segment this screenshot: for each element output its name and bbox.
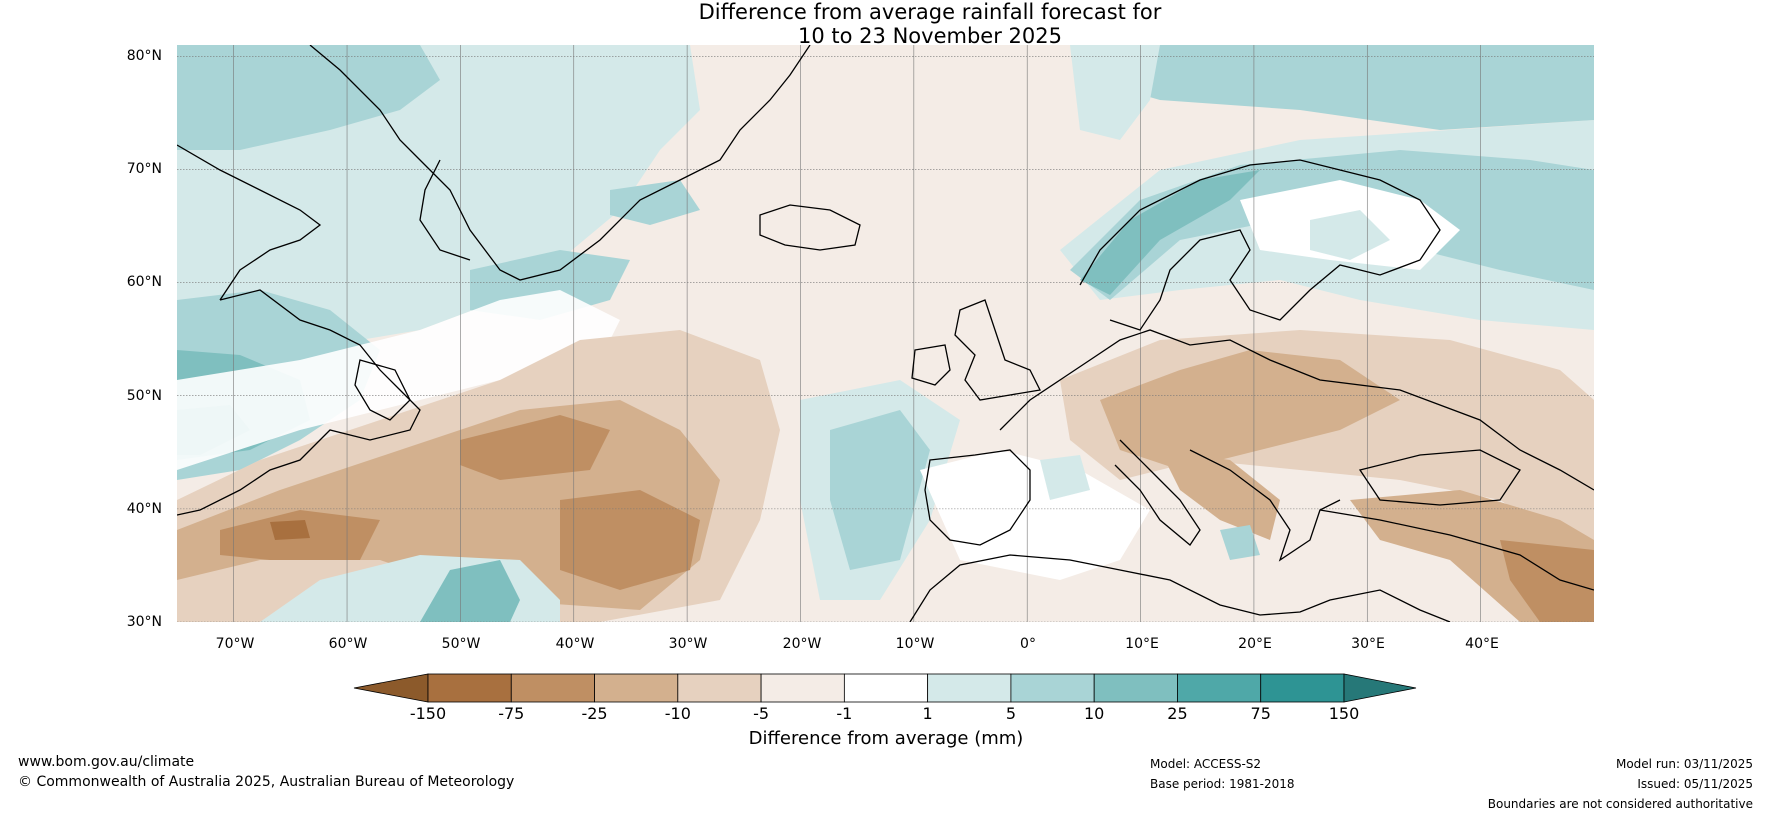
- lon-label-60w: 60°W: [328, 636, 368, 652]
- lat-label-30n: 30°N: [126, 614, 162, 630]
- colorbar-segment: [677, 673, 762, 703]
- wet-region-svalbard-outer: [1070, 45, 1160, 140]
- lon-label-30e: 30°E: [1351, 636, 1385, 652]
- wet-region-svalbard: [1080, 45, 1594, 130]
- normal-band-atlantic: [177, 290, 620, 470]
- lon-label-0: 0°: [1020, 636, 1036, 652]
- colorbar-segment: [843, 673, 929, 703]
- coastline-black-sea: [1358, 449, 1521, 506]
- lon-label-20w: 20°W: [782, 636, 822, 652]
- colorbar-tick-label: -75: [498, 704, 525, 723]
- lon-label-10e: 10°E: [1125, 636, 1159, 652]
- colorbar-segment: [760, 673, 845, 703]
- wet-region-central-med: [1220, 525, 1260, 560]
- coastline-italy: [1114, 439, 1201, 546]
- coastline-greenland: [309, 45, 811, 281]
- colorbar-tick-label: -25: [581, 704, 608, 723]
- footer-issued: Issued: 05/11/2025: [1637, 777, 1753, 791]
- wet-region-norway-core: [1080, 170, 1260, 295]
- coastline-greenland-west: [419, 159, 471, 261]
- coastline-newfoundland: [354, 359, 411, 421]
- coastline-baffin: [177, 144, 322, 301]
- colorbar-segments: [353, 673, 1417, 703]
- colorbar-tick-label: -150: [409, 704, 447, 723]
- lon-label-70w: 70°W: [215, 636, 255, 652]
- gridlines: [177, 45, 1594, 622]
- footer-model-run: Model run: 03/11/2025: [1615, 757, 1753, 771]
- lat-label-40n: 40°N: [126, 501, 162, 517]
- dry-region-atlantic-core-2: [560, 490, 700, 590]
- wet-region-greenland-inner: [177, 45, 440, 150]
- lat-label-60n: 60°N: [126, 274, 162, 290]
- colorbar-tick-label: 25: [1167, 704, 1188, 723]
- lon-label-50w: 50°W: [441, 636, 481, 652]
- colorbar-tick-label: 5: [1005, 704, 1016, 723]
- colorbar-tick-label: -5: [753, 704, 770, 723]
- lon-label-20e: 20°E: [1238, 636, 1272, 652]
- coastline-iceland: [759, 204, 861, 251]
- coastline-north-africa: [909, 554, 1451, 622]
- lon-label-40e: 40°E: [1465, 636, 1499, 652]
- normal-region-mediterranean: [920, 450, 1150, 580]
- chart-title: Difference from average rainfall forecas…: [680, 0, 1180, 48]
- colorbar-tick-label: 150: [1328, 704, 1360, 723]
- footer-copyright: © Commonwealth of Australia 2025, Austra…: [18, 774, 515, 790]
- coastline-scandinavia: [1079, 159, 1441, 331]
- dry-region-balkans: [1160, 450, 1280, 540]
- lat-label-80n: 80°N: [126, 48, 162, 64]
- colorbar-label: Difference from average (mm): [748, 728, 1024, 749]
- lat-label-50n: 50°N: [126, 388, 162, 404]
- colorbar-tick-label: -1: [836, 704, 853, 723]
- colorbar-segment: [1010, 673, 1095, 703]
- coastlines: [177, 45, 1594, 622]
- colorbar-segment: [927, 673, 1012, 703]
- title-line-1: Difference from average rainfall forecas…: [698, 0, 1162, 24]
- wet-region-west-med: [1040, 455, 1090, 500]
- lon-label-40w: 40°W: [555, 636, 595, 652]
- colorbar-extend-low: [353, 673, 429, 703]
- coastline-labrador: [177, 289, 421, 516]
- coastline-balkans-greece: [1189, 449, 1341, 562]
- dry-region-east-med-core: [1500, 540, 1594, 622]
- lon-label-10w: 10°W: [895, 636, 935, 652]
- colorbar-tick-label: 1: [922, 704, 933, 723]
- colorbar-segment: [1260, 673, 1345, 703]
- colorbar-tick-label: 75: [1250, 704, 1271, 723]
- footer-base-period: Base period: 1981-2018: [1150, 777, 1295, 791]
- wet-region-iberia-west-inner: [830, 410, 930, 570]
- coastline-british-isles: [954, 299, 1041, 401]
- colorbar-segment: [1093, 673, 1178, 703]
- dry-region-atlantic-dot: [270, 520, 310, 540]
- colorbar-tick-label: -10: [664, 704, 691, 723]
- dry-region-atlantic-core-3: [460, 415, 610, 480]
- coastline-turkey: [1319, 509, 1594, 591]
- wet-region-finland: [1310, 210, 1390, 260]
- colorbar-segment: [427, 673, 512, 703]
- footer-website[interactable]: www.bom.gov.au/climate: [18, 754, 195, 770]
- coastline-europe: [999, 329, 1594, 491]
- wet-region-denmark-strait: [610, 180, 700, 225]
- colorbar-segment: [510, 673, 595, 703]
- wet-region-subtropics-inner: [420, 560, 520, 622]
- colorbar-extend-high: [1343, 673, 1417, 703]
- coastline-ireland: [911, 344, 951, 386]
- colorbar-segment: [594, 673, 679, 703]
- lat-label-70n: 70°N: [126, 161, 162, 177]
- footer-disclaimer: Boundaries are not considered authoritat…: [1487, 797, 1753, 811]
- coastline-iberia: [924, 449, 1031, 546]
- colorbar-segment: [1177, 673, 1262, 703]
- title-line-2: 10 to 23 November 2025: [798, 24, 1062, 48]
- colorbar-tick-label: 10: [1083, 704, 1105, 723]
- footer-model: Model: ACCESS-S2: [1150, 757, 1262, 771]
- lon-label-30w: 30°W: [668, 636, 708, 652]
